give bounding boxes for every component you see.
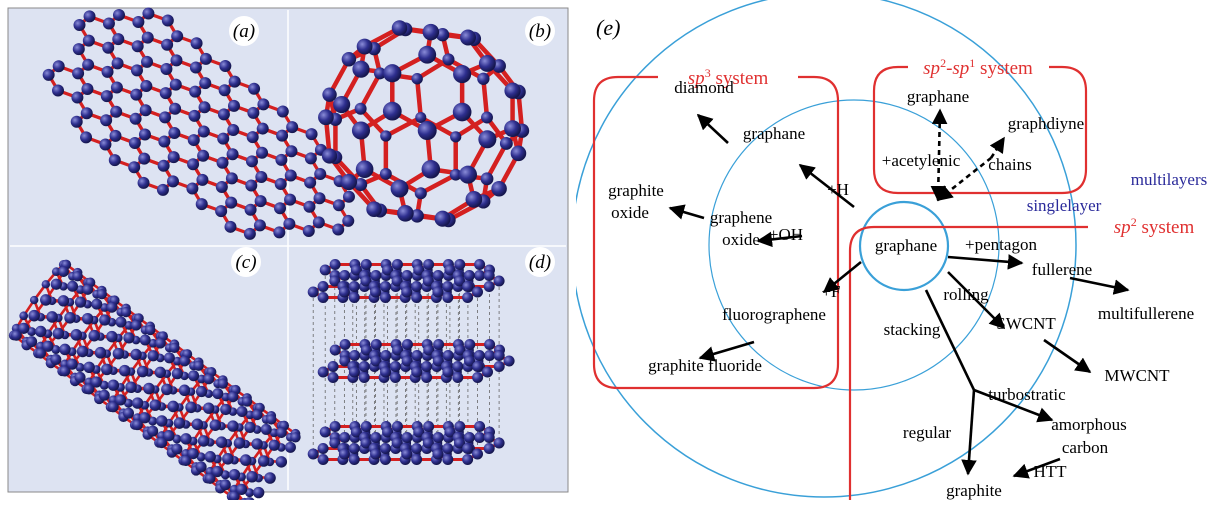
svg-text:(c): (c) bbox=[235, 252, 256, 273]
label-stacking: stacking bbox=[884, 320, 941, 339]
arrow-to-graphite-oxide bbox=[670, 208, 704, 218]
label-graphene-oxide-2: oxide bbox=[722, 230, 760, 249]
label-rolling: rolling bbox=[943, 285, 989, 304]
arrow-to-multifullerene bbox=[1070, 278, 1128, 290]
label-diamond: diamond bbox=[674, 78, 734, 97]
label-graphane-top: graphane bbox=[743, 124, 805, 143]
label-graphite-oxide-1: graphite bbox=[608, 181, 664, 200]
label-turbostratic: turbostratic bbox=[988, 385, 1066, 404]
panel-label-b: (b) bbox=[525, 16, 555, 46]
label-graphite: graphite bbox=[946, 481, 1002, 500]
svg-text:(b): (b) bbox=[529, 21, 551, 42]
label-plus-pentagon: +pentagon bbox=[965, 235, 1037, 254]
structures-figure: (a) (b) (c) (d) bbox=[0, 0, 576, 500]
label-mwcnt: MWCNT bbox=[1104, 366, 1170, 385]
label-htt: HTT bbox=[1033, 462, 1067, 481]
label-acetylenic: +acetylenic bbox=[882, 151, 961, 170]
label-graphdiyne: graphdiyne bbox=[1008, 114, 1084, 133]
label-fluorographene: fluorographene bbox=[722, 305, 826, 324]
label-singlelayer: singlelayer bbox=[1027, 196, 1102, 215]
label-regular: regular bbox=[903, 423, 951, 442]
label-plus-h: +H bbox=[827, 180, 849, 199]
label-multifullerene: multifullerene bbox=[1098, 304, 1194, 323]
label-amorphous: amorphous bbox=[1051, 415, 1127, 434]
svg-text:(a): (a) bbox=[233, 21, 255, 42]
sp2-system-title: sp2 system bbox=[1114, 215, 1195, 238]
label-graphite-oxide-2: oxide bbox=[611, 203, 649, 222]
arrow-to-fullerene bbox=[948, 257, 1022, 263]
label-carbon: carbon bbox=[1062, 438, 1109, 457]
relationship-diagram-panel: (e) sp3 system sp2-sp1 system sp2 system… bbox=[576, 0, 1216, 500]
label-fullerene: fullerene bbox=[1032, 260, 1092, 279]
arrow-to-graphite bbox=[968, 390, 974, 474]
structures-panel: (a) (b) (c) (d) bbox=[0, 0, 576, 500]
panel-label-d: (d) bbox=[525, 247, 555, 277]
label-graphane-center: graphane bbox=[875, 236, 937, 255]
arrow-to-diamond bbox=[698, 115, 728, 143]
label-plus-f: +F bbox=[821, 282, 840, 301]
label-graphane-sp1: graphane bbox=[907, 87, 969, 106]
label-chains: chains bbox=[988, 155, 1031, 174]
panel-label-a: (a) bbox=[229, 16, 259, 46]
stacking-trunk bbox=[926, 290, 974, 390]
label-plus-oh: +OH bbox=[769, 225, 803, 244]
sp2-sp1-system-title: sp2-sp1 system bbox=[923, 56, 1033, 79]
svg-text:(d): (d) bbox=[529, 252, 551, 273]
label-graphene-oxide-1: graphene bbox=[710, 208, 772, 227]
label-swcnt: SWCNT bbox=[996, 314, 1056, 333]
panel-label-e: (e) bbox=[596, 15, 620, 40]
label-graphite-fluoride: graphite fluoride bbox=[648, 356, 762, 375]
relationship-diagram: (e) sp3 system sp2-sp1 system sp2 system… bbox=[576, 0, 1216, 500]
label-multilayers: multilayers bbox=[1131, 170, 1207, 189]
panel-label-c: (c) bbox=[231, 247, 261, 277]
